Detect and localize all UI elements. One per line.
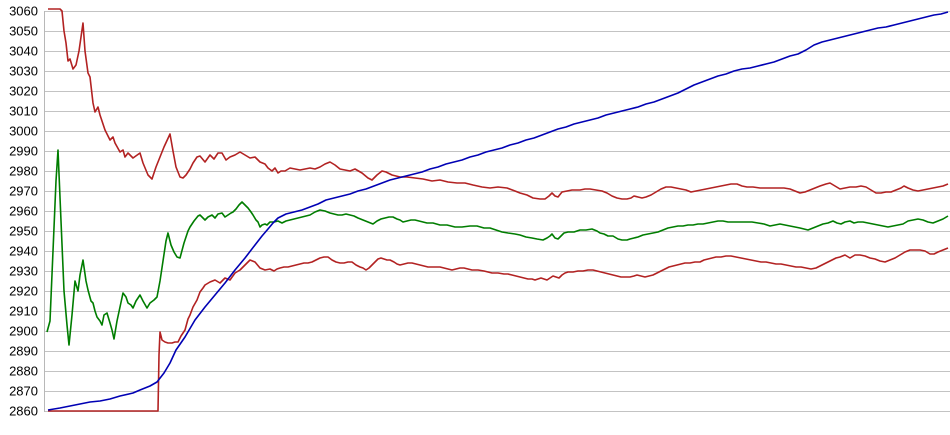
y-axis-tick-label: 3030 (9, 64, 38, 79)
y-axis-tick-label: 3000 (9, 124, 38, 139)
y-axis-tick-label: 2910 (9, 304, 38, 319)
mid-line-green-line (46, 149, 949, 346)
y-axis-tick-label: 2960 (9, 204, 38, 219)
y-axis-tick-label: 2940 (9, 244, 38, 259)
y-axis-tick-label: 2980 (9, 164, 38, 179)
y-axis-tick-label: 2870 (9, 384, 38, 399)
y-axis-tick-label: 2930 (9, 264, 38, 279)
y-axis-tick-label: 3060 (9, 4, 38, 19)
upper-band-red-line (48, 8, 949, 200)
y-axis-tick-label: 2950 (9, 224, 38, 239)
y-axis-tick-label: 2920 (9, 284, 38, 299)
y-axis-tick-label: 3040 (9, 44, 38, 59)
y-axis-tick-label: 2970 (9, 184, 38, 199)
y-axis-tick-label: 2880 (9, 364, 38, 379)
y-axis-tick-label: 3010 (9, 104, 38, 119)
y-axis-tick-label: 2990 (9, 144, 38, 159)
y-axis-labels: 3060 3050 3040 3030 3020 3010 3000 2990 2980 2970… (9, 4, 38, 419)
cumulative-line-blue-line (47, 11, 949, 411)
gridlines (44, 11, 950, 412)
y-axis-tick-label: 2860 (9, 404, 38, 419)
y-axis-tick-label: 2890 (9, 344, 38, 359)
data-series (46, 8, 949, 412)
y-axis-tick-label: 2900 (9, 324, 38, 339)
y-axis-tick-label: 3050 (9, 24, 38, 39)
lower-band-red-line (48, 247, 949, 412)
y-axis-tick-label: 3020 (9, 84, 38, 99)
